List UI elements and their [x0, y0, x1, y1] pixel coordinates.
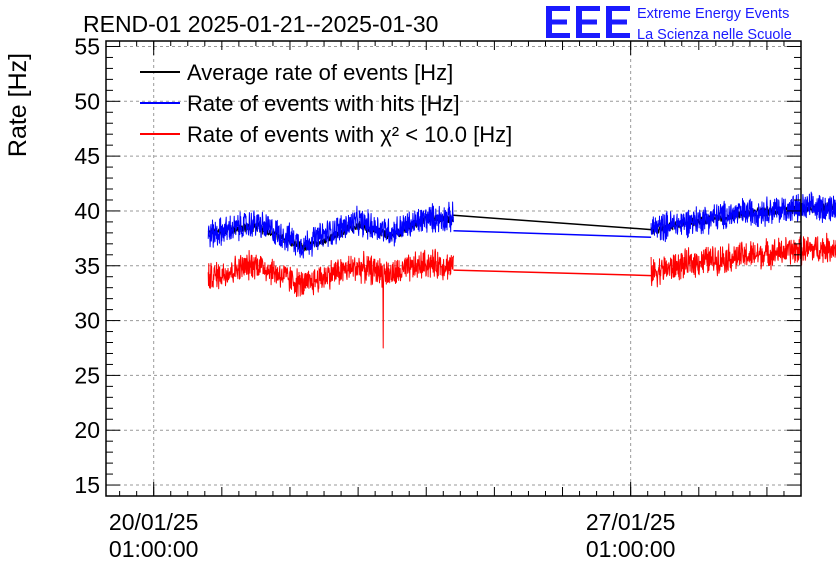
x-tick-label-time-0: 01:00:00	[109, 536, 199, 562]
legend-label-hits: Rate of events with hits [Hz]	[187, 91, 460, 116]
series-0-segment-1	[453, 214, 652, 231]
y-tick-label-55: 55	[74, 33, 100, 59]
logo-e3-top	[606, 6, 630, 11]
x-tick-label-date-1: 27/01/25	[586, 509, 676, 535]
series-2-segment-2	[650, 232, 836, 288]
series-1-segment-2	[650, 191, 836, 243]
legend-label-average: Average rate of events [Hz]	[187, 60, 453, 85]
logo-e3-mid	[606, 19, 627, 25]
logo-e1-top	[546, 6, 570, 11]
x-tick-label-time-1: 01:00:00	[586, 536, 676, 562]
plot-frame	[105, 40, 802, 497]
series-2-segment-1	[453, 269, 652, 277]
y-tick-label-45: 45	[74, 143, 100, 169]
logo-e2-mid	[576, 19, 597, 25]
logo-line1: Extreme Energy Events	[637, 6, 789, 22]
logo-e1-mid	[546, 19, 567, 25]
y-tick-label-50: 50	[74, 88, 100, 114]
y-tick-label-15: 15	[74, 472, 100, 498]
plot-frame-rect	[105, 40, 802, 497]
series-layer	[207, 191, 836, 349]
logo-e1-bot	[546, 33, 570, 38]
logo-line2: La Scienza nelle Scuole	[637, 27, 792, 43]
logo-e3-bot	[606, 33, 630, 38]
y-axis: 15 20 25 30 35 40 45 50 55	[74, 33, 801, 498]
chart-title: REND-01 2025-01-21--2025-01-30	[83, 11, 438, 37]
logo-e2-bot	[576, 33, 600, 38]
logo-e2-top	[576, 6, 600, 11]
legend: Average rate of events [Hz] Rate of even…	[140, 60, 512, 147]
x-tick-label-date-0: 20/01/25	[109, 509, 199, 535]
y-tick-label-40: 40	[74, 198, 100, 224]
eee-logo: Extreme Energy Events La Scienza nelle S…	[546, 6, 792, 43]
y-tick-label-35: 35	[74, 253, 100, 279]
y-tick-label-30: 30	[74, 308, 100, 334]
y-tick-label-20: 20	[74, 417, 100, 443]
y-axis-label: Rate [Hz]	[4, 53, 32, 157]
logo-letters	[546, 6, 630, 38]
series-1-segment-0	[207, 201, 454, 259]
series-1-segment-1	[453, 229, 652, 239]
series-2-segment-0	[207, 248, 454, 349]
y-tick-label-25: 25	[74, 362, 100, 388]
legend-label-chi2: Rate of events with χ² < 10.0 [Hz]	[187, 122, 512, 147]
